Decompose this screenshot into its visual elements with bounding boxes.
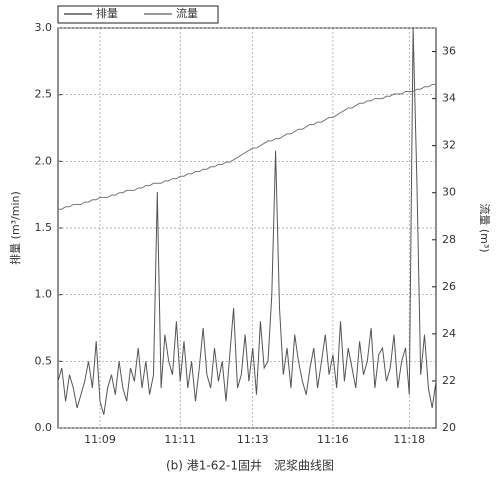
y2-axis-label: 流量 (m³): [478, 203, 492, 252]
y-tick-label: 2.5: [35, 88, 53, 101]
y2-tick-label: 22: [442, 374, 456, 387]
y2-tick-label: 24: [442, 327, 456, 340]
x-tick-label: 11:09: [84, 433, 116, 446]
series-line: [57, 27, 437, 415]
x-tick-label: 11:16: [317, 433, 349, 446]
caption: (b) 港1-62-1固井 泥浆曲线图: [166, 458, 334, 473]
x-tick-label: 11:11: [164, 433, 196, 446]
y2-tick-label: 26: [442, 280, 456, 293]
y-tick-label: 2.0: [35, 154, 53, 167]
legend-box: [57, 5, 219, 24]
y2-tick-label: 32: [442, 139, 456, 152]
y-tick-label: 0.5: [35, 354, 53, 367]
y-axis-label: 排量 (m³/min): [8, 191, 22, 265]
y-tick-label: 3.0: [35, 21, 53, 34]
y2-tick-label: 20: [442, 421, 456, 434]
x-tick-label: 11:13: [237, 433, 269, 446]
y-tick-label: 1.0: [35, 288, 53, 301]
y-tick-label: 0.0: [35, 421, 53, 434]
y2-tick-label: 34: [442, 92, 456, 105]
x-tick-label: 11:18: [393, 433, 425, 446]
y2-tick-label: 28: [442, 233, 456, 246]
y2-tick-label: 36: [442, 45, 456, 58]
legend-label: 流量: [176, 6, 198, 20]
legend-label: 排量: [96, 6, 118, 20]
y2-tick-label: 30: [442, 186, 456, 199]
series-line: [58, 84, 436, 210]
y-tick-label: 1.5: [35, 221, 53, 234]
